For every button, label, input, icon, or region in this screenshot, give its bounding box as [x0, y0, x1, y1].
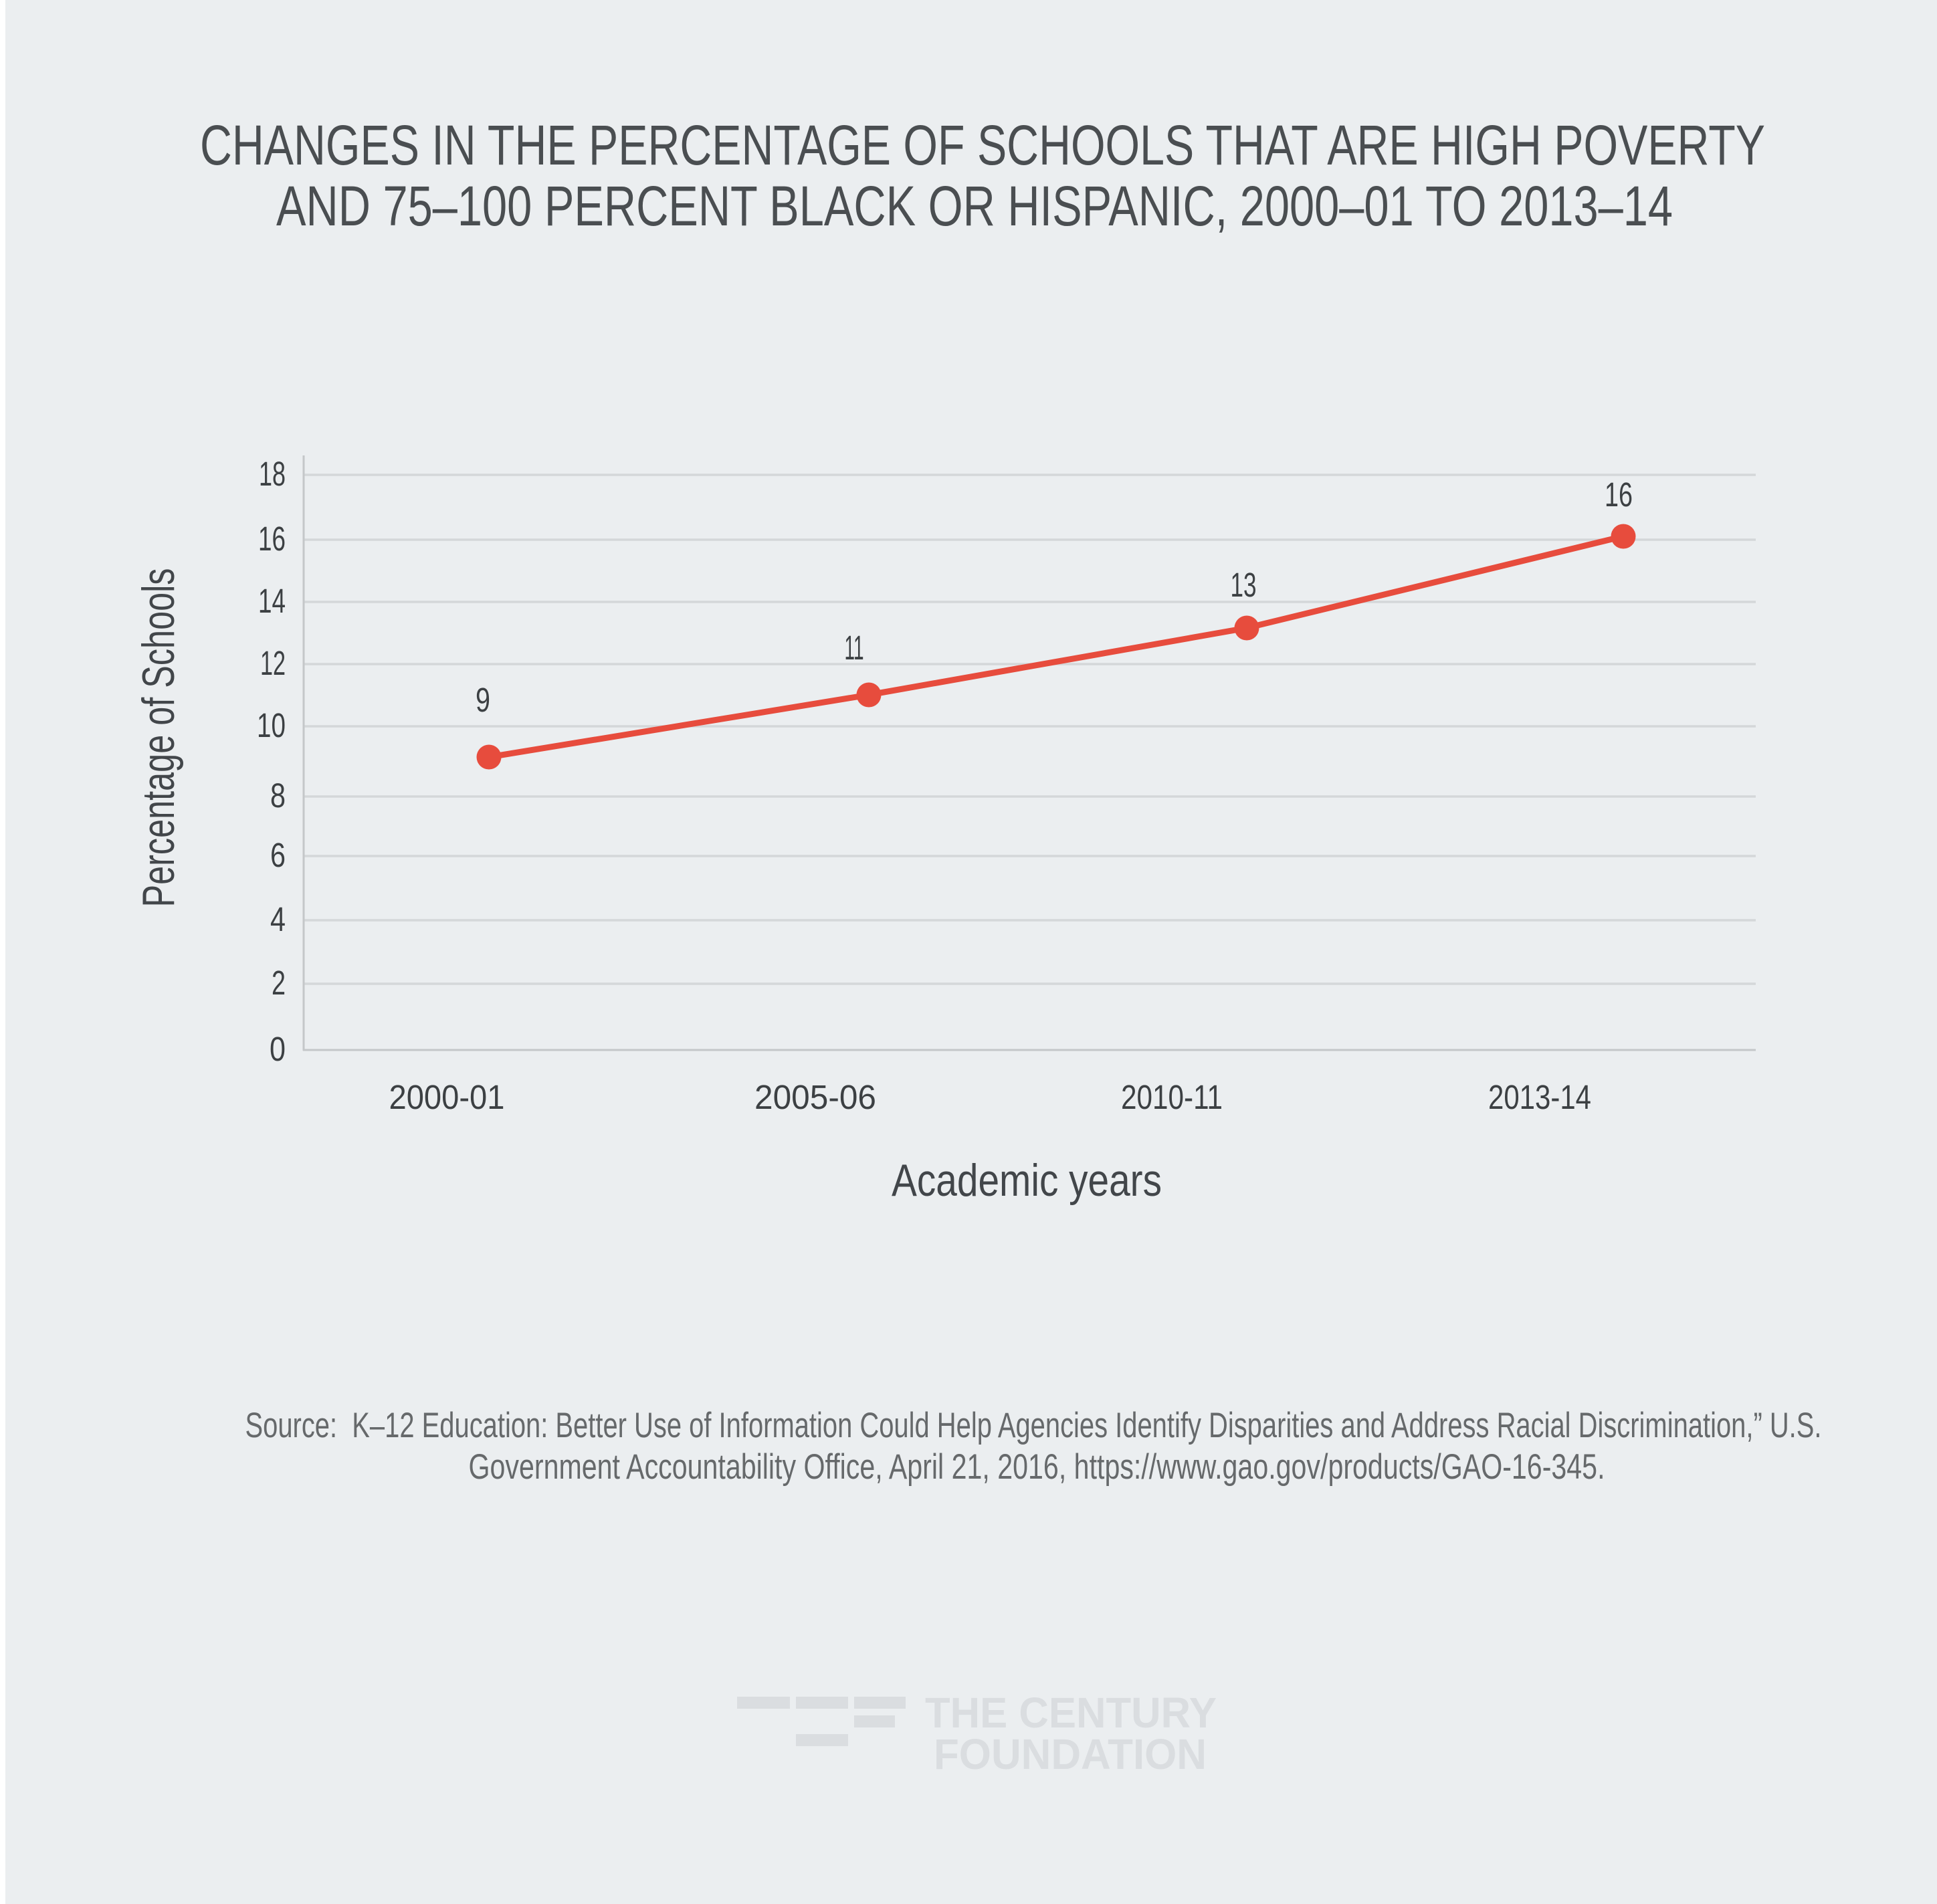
svg-text:12: 12 [260, 644, 286, 682]
svg-text:CHANGES IN THE PERCENTAGE OF S: CHANGES IN THE PERCENTAGE OF SCHOOLS THA… [200, 114, 1765, 177]
svg-text:6: 6 [270, 836, 286, 874]
svg-text:14: 14 [258, 582, 286, 620]
svg-text:2013-14: 2013-14 [1488, 1078, 1591, 1116]
svg-text:2010-11: 2010-11 [1121, 1078, 1223, 1116]
svg-text:2: 2 [272, 964, 286, 1002]
svg-text:10: 10 [257, 706, 286, 744]
svg-text:2000-01: 2000-01 [389, 1078, 505, 1116]
svg-text:Government Accountability Offi: Government Accountability Office, April … [469, 1447, 1605, 1487]
svg-text:13: 13 [1231, 566, 1257, 604]
svg-text:18: 18 [259, 455, 286, 493]
svg-text:AND 75–100 PERCENT BLACK OR HI: AND 75–100 PERCENT BLACK OR HISPANIC, 20… [276, 175, 1673, 237]
svg-text:THE CENTURY: THE CENTURY [925, 1689, 1217, 1737]
svg-text:Percentage of Schools: Percentage of Schools [133, 568, 184, 908]
svg-text:16: 16 [1605, 475, 1633, 514]
svg-text:4: 4 [270, 900, 286, 938]
svg-text:2005-06: 2005-06 [754, 1078, 876, 1116]
svg-text:0: 0 [270, 1030, 286, 1068]
svg-text:16: 16 [258, 520, 286, 558]
svg-text:Academic years: Academic years [892, 1155, 1162, 1206]
svg-text:FOUNDATION: FOUNDATION [934, 1730, 1207, 1778]
svg-text:Source: K–12 Education: Bette: Source: K–12 Education: Better Use of In… [245, 1406, 1822, 1445]
svg-text:8: 8 [270, 776, 286, 815]
svg-text:11: 11 [845, 629, 864, 667]
svg-text:9: 9 [476, 681, 490, 719]
